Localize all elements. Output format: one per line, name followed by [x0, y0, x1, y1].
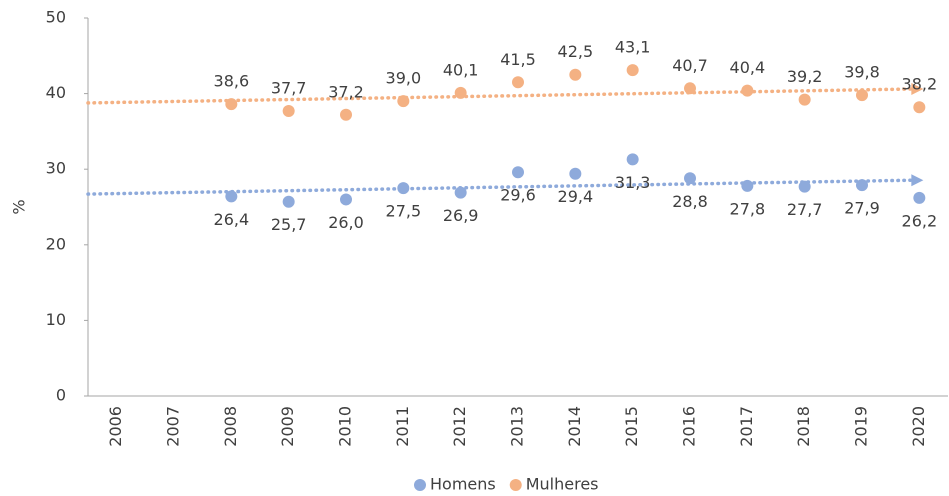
- data-point: [340, 193, 352, 206]
- y-tick-label: 30: [46, 159, 66, 178]
- x-tick-label: 2016: [680, 406, 699, 447]
- data-label: 26,9: [443, 206, 479, 225]
- data-point: [512, 76, 524, 89]
- data-point: [798, 180, 811, 193]
- data-point: [856, 179, 868, 192]
- data-label: 37,7: [271, 78, 307, 97]
- legend-marker: [509, 479, 522, 491]
- x-tick-label: 2015: [622, 406, 641, 447]
- x-tick-label: 2017: [737, 406, 756, 447]
- data-point: [397, 95, 410, 108]
- x-tick-label: 2006: [106, 406, 125, 447]
- x-tick-label: 2020: [909, 406, 928, 447]
- data-label: 40,1: [443, 60, 479, 79]
- data-point: [454, 86, 467, 99]
- data-label: 31,3: [615, 173, 651, 192]
- x-tick-label: 2012: [450, 406, 469, 447]
- data-label: 29,6: [500, 186, 536, 205]
- y-tick-label: 50: [46, 8, 66, 27]
- data-point: [626, 153, 639, 166]
- data-label: 27,7: [787, 200, 823, 219]
- data-label: 27,8: [730, 199, 766, 218]
- legend-label: Homens: [430, 475, 496, 494]
- data-point: [798, 93, 811, 106]
- data-point: [684, 82, 696, 95]
- data-label: 26,2: [902, 211, 938, 230]
- data-point: [225, 98, 238, 111]
- data-label: 26,0: [328, 213, 364, 232]
- data-point: [512, 166, 524, 179]
- x-tick-label: 2019: [852, 406, 871, 447]
- data-label: 27,5: [386, 202, 422, 221]
- y-tick-label: 40: [46, 83, 66, 102]
- data-point: [626, 64, 639, 77]
- y-tick-label: 20: [46, 234, 66, 253]
- y-tick-label: 0: [56, 386, 66, 405]
- data-label: 39,0: [386, 69, 422, 88]
- data-label: 43,1: [615, 38, 651, 57]
- trend-line: [86, 87, 914, 105]
- data-point: [397, 182, 410, 195]
- x-tick-label: 2018: [794, 406, 813, 447]
- data-label: 39,2: [787, 67, 823, 86]
- data-point: [569, 68, 582, 81]
- data-point: [913, 191, 926, 204]
- x-tick-label: 2011: [393, 406, 412, 447]
- trend-arrow: [911, 83, 924, 96]
- data-label: 25,7: [271, 215, 307, 234]
- x-tick-label: 2010: [336, 406, 355, 447]
- data-label: 29,4: [558, 187, 594, 206]
- x-tick-label: 2009: [278, 406, 297, 447]
- data-point: [340, 108, 352, 121]
- data-point: [454, 186, 467, 199]
- trend-arrow: [911, 174, 924, 187]
- x-tick-label: 2008: [221, 406, 240, 447]
- data-label: 39,8: [844, 63, 880, 82]
- data-label: 40,7: [672, 56, 708, 75]
- data-point: [282, 104, 295, 117]
- data-point: [856, 89, 868, 102]
- x-tick-label: 2007: [164, 406, 183, 447]
- data-label: 27,9: [844, 199, 880, 218]
- data-label: 40,4: [730, 58, 766, 77]
- data-label: 37,2: [328, 82, 364, 101]
- data-point: [741, 179, 754, 192]
- x-tick-label: 2013: [508, 406, 527, 447]
- data-point: [225, 190, 238, 203]
- data-label: 28,8: [672, 192, 708, 211]
- data-point: [741, 84, 754, 97]
- y-axis-label: %: [10, 199, 29, 214]
- legend-label: Mulheres: [526, 475, 599, 494]
- data-point: [569, 167, 582, 180]
- x-tick-label: 2014: [565, 406, 584, 447]
- data-point: [684, 172, 696, 185]
- trend-line: [86, 178, 914, 196]
- data-label: 38,2: [902, 75, 938, 94]
- data-label: 26,4: [214, 210, 250, 229]
- data-point: [282, 195, 295, 208]
- y-tick-label: 10: [46, 310, 66, 329]
- legend-marker: [414, 479, 426, 491]
- data-point: [913, 101, 926, 114]
- data-label: 42,5: [558, 42, 594, 61]
- data-label: 41,5: [500, 50, 536, 69]
- data-label: 38,6: [214, 72, 250, 91]
